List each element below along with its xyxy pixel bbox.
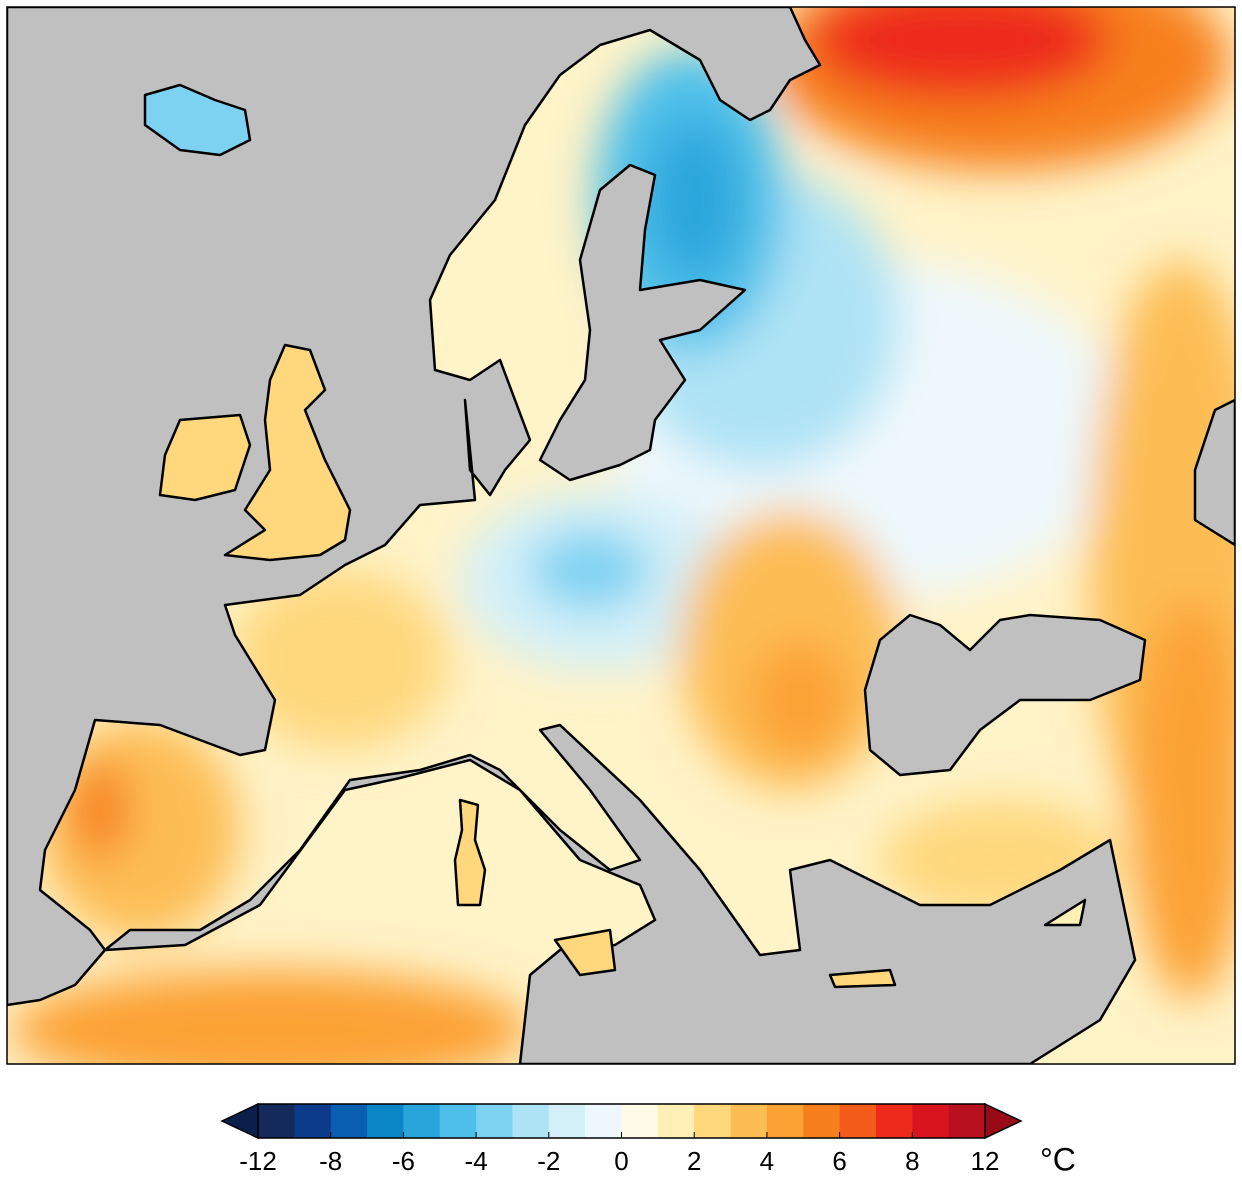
colorbar-box	[875, 1104, 913, 1138]
colorbar-tick-label: 4	[760, 1146, 774, 1176]
colorbar-box	[367, 1104, 404, 1138]
colorbar-box	[476, 1104, 513, 1138]
colorbar-tick-label: 8	[905, 1146, 919, 1176]
colorbar-box	[730, 1104, 768, 1138]
map	[7, 7, 1235, 1064]
colorbar-tick-label: -4	[465, 1146, 488, 1176]
sicily	[553, 928, 617, 977]
colorbar-box	[766, 1104, 804, 1138]
iceland	[143, 83, 252, 157]
colorbar-box	[694, 1104, 732, 1138]
colorbar-box	[330, 1104, 368, 1138]
colorbar-unit: °C	[1040, 1141, 1076, 1177]
colorbar-box	[403, 1104, 441, 1138]
colorbar-tick-label: -12	[239, 1146, 277, 1176]
ireland	[158, 413, 252, 502]
colorbar-box	[439, 1104, 477, 1138]
black-sea	[863, 613, 1147, 777]
colorbar-box	[621, 1104, 659, 1138]
colorbar-box	[512, 1104, 550, 1138]
great-britain	[223, 343, 352, 562]
colorbar-over	[984, 1102, 1023, 1140]
colorbar-box	[912, 1104, 950, 1138]
map-frame	[6, 6, 1236, 1065]
anomaly-field	[10, 7, 1235, 1064]
colorbar-tick-label: -2	[537, 1146, 560, 1176]
colorbar-box	[948, 1104, 986, 1138]
colorbar-box	[803, 1104, 841, 1138]
baltic-sea	[538, 163, 747, 482]
colorbar-tick-label: 0	[614, 1146, 628, 1176]
atlantic-ocean	[7, 7, 822, 1007]
cyprus	[1043, 898, 1087, 927]
caspian-edge	[1193, 398, 1235, 547]
colorbar-tick-label: 6	[832, 1146, 846, 1176]
colorbar-tick-label: 12	[971, 1146, 1000, 1176]
sardinia-corsica	[453, 798, 487, 907]
colorbar-box	[839, 1104, 877, 1138]
colorbar: -12 -8 -6 -4 -2 0 2 4 6 8 12	[220, 1102, 1023, 1176]
colorbar-tick-label: -6	[392, 1146, 415, 1176]
colorbar-box	[657, 1104, 695, 1138]
colorbar-box	[585, 1104, 622, 1138]
crete	[828, 968, 897, 989]
colorbar-tick-label: -8	[319, 1146, 342, 1176]
colorbar-under	[220, 1102, 259, 1140]
colorbar-box	[258, 1104, 295, 1138]
colorbar-tick-label: 2	[687, 1146, 701, 1176]
colorbar-box	[548, 1104, 586, 1138]
colorbar-box	[294, 1104, 332, 1138]
